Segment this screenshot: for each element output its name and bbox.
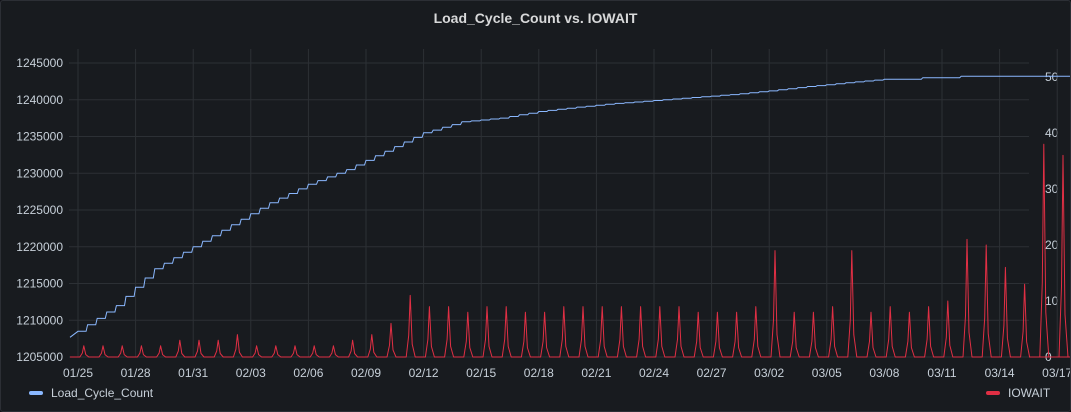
y-left-tick-label: 1240000 (16, 93, 63, 107)
series-line-iowait (70, 143, 1070, 358)
legend-swatch-load (29, 391, 43, 395)
x-tick-label: 01/28 (121, 366, 151, 380)
x-tick-label: 02/12 (409, 366, 439, 380)
x-tick-label: 02/24 (639, 366, 669, 380)
y-left-tick-label: 1235000 (16, 130, 63, 144)
y-left-tick-label: 1210000 (16, 313, 63, 327)
x-tick-label: 02/27 (697, 366, 727, 380)
legend-item-load-cycle-count[interactable]: Load_Cycle_Count (29, 386, 153, 400)
y-left-tick-label: 1215000 (16, 277, 63, 291)
x-tick-label: 02/09 (351, 366, 381, 380)
x-tick-label: 03/17 (1042, 366, 1070, 380)
y-right-tick-label: 20 (1045, 238, 1059, 252)
x-tick-label: 01/25 (63, 366, 93, 380)
x-tick-label: 02/15 (466, 366, 496, 380)
y-left-tick-label: 1220000 (16, 240, 63, 254)
x-tick-label: 01/31 (178, 366, 208, 380)
x-tick-label: 03/14 (985, 366, 1015, 380)
y-left-tick-label: 1225000 (16, 203, 63, 217)
series-line-load-cycle-count (69, 75, 1070, 338)
y-left-tick-label: 1245000 (16, 56, 63, 70)
y-left-tick-label: 1205000 (16, 350, 63, 364)
y-left-tick-label: 1230000 (16, 166, 63, 180)
legend-label-iowait: IOWAIT (1008, 386, 1051, 400)
y-right-tick-label: 30 (1045, 182, 1059, 196)
x-tick-label: 02/21 (581, 366, 611, 380)
y-right-tick-label: 10 (1045, 294, 1059, 308)
x-tick-label: 03/05 (812, 366, 842, 380)
x-tick-label: 03/11 (927, 366, 956, 380)
legend-item-iowait[interactable]: IOWAIT (986, 386, 1050, 400)
x-tick-label: 03/08 (869, 366, 899, 380)
x-tick-label: 02/03 (236, 366, 266, 380)
x-tick-label: 02/06 (293, 366, 323, 380)
y-right-tick-label: 50 (1045, 70, 1059, 84)
y-right-tick-label: 40 (1045, 126, 1059, 140)
legend-label-load: Load_Cycle_Count (51, 386, 154, 400)
x-tick-label: 02/18 (524, 366, 554, 380)
x-tick-label: 03/02 (754, 366, 784, 380)
panel-title: Load_Cycle_Count vs. IOWAIT (433, 10, 638, 26)
legend-swatch-iowait (986, 391, 1000, 395)
